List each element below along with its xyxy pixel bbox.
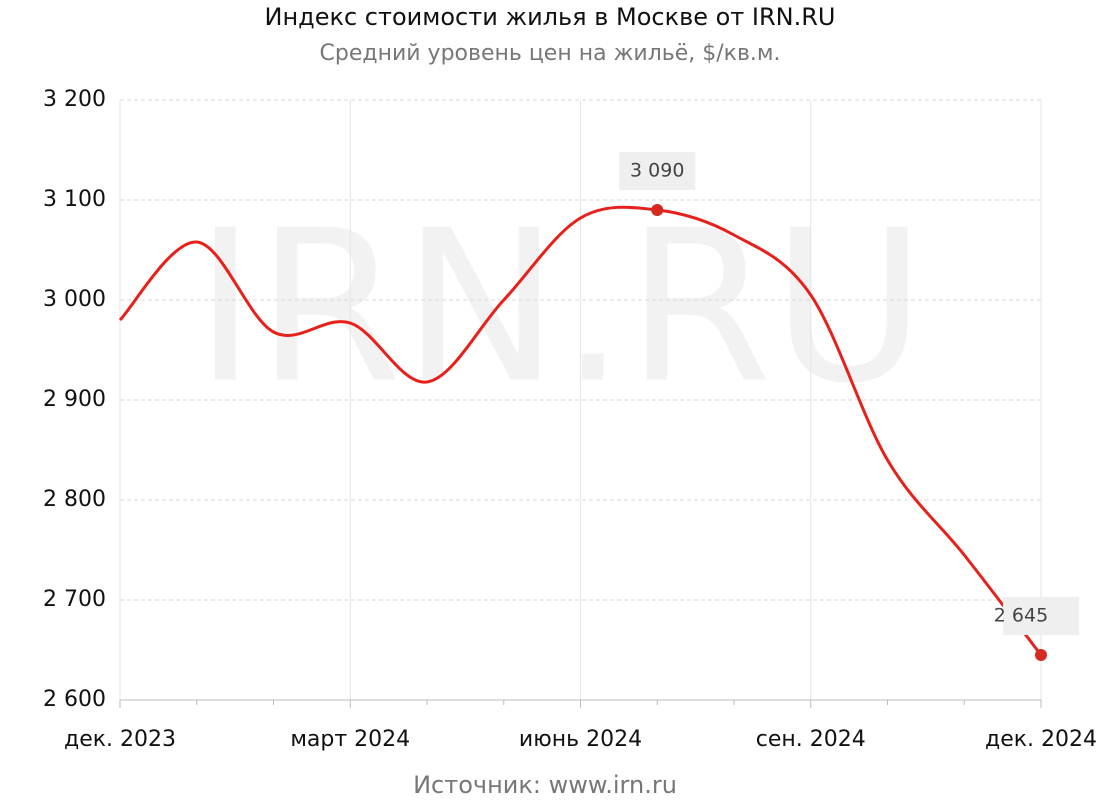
data-label: 2 645 — [994, 605, 1048, 627]
watermark: IRN.RU — [194, 185, 925, 430]
x-tick-label: дек. 2023 — [64, 727, 176, 752]
y-tick-label: 2 800 — [43, 487, 106, 512]
chart-subtitle: Средний уровень цен на жильё, $/кв.м. — [320, 41, 781, 66]
y-tick-label: 2 900 — [43, 387, 106, 412]
chart-title: Индекс стоимости жилья в Москве от IRN.R… — [264, 3, 835, 31]
x-tick-label: июнь 2024 — [519, 727, 642, 752]
y-tick-label: 3 100 — [43, 187, 106, 212]
x-tick-label: дек. 2024 — [985, 727, 1097, 752]
x-tick-label: март 2024 — [290, 727, 410, 752]
y-tick-label: 3 200 — [43, 87, 106, 112]
source-note: Источник: www.irn.ru — [413, 771, 677, 799]
label-box — [1003, 597, 1079, 635]
y-tick-label: 2 600 — [43, 687, 106, 712]
label-box — [619, 152, 696, 190]
data-label: 3 090 — [630, 160, 684, 182]
price-line — [118, 205, 1043, 656]
point-marker — [651, 204, 664, 216]
y-tick-label: 3 000 — [43, 287, 106, 312]
x-tick-label: сен. 2024 — [756, 727, 866, 752]
y-tick-label: 2 700 — [43, 587, 106, 612]
point-marker — [1035, 649, 1047, 661]
